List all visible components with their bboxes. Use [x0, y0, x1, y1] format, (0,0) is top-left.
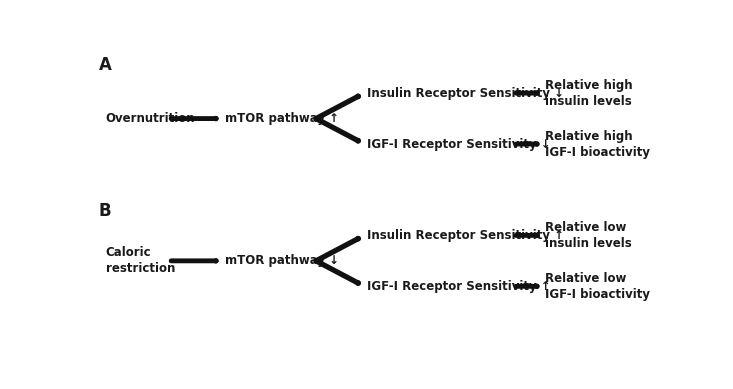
Text: Insulin Receptor Sensitivity ↓: Insulin Receptor Sensitivity ↓ [367, 87, 564, 100]
Text: IGF-I Receptor Sensitivity ↓: IGF-I Receptor Sensitivity ↓ [367, 138, 550, 151]
Text: Relative low
IGF-I bioactivity: Relative low IGF-I bioactivity [545, 272, 650, 301]
Text: Caloric
restriction: Caloric restriction [106, 246, 175, 275]
Text: A: A [98, 56, 111, 74]
Text: Insulin Receptor Sensitivity ↑: Insulin Receptor Sensitivity ↑ [367, 229, 564, 242]
Text: mTOR pathway ↓: mTOR pathway ↓ [225, 254, 339, 267]
Text: Relative high
insulin levels: Relative high insulin levels [545, 79, 633, 108]
Text: IGF-I Receptor Sensitivity ↑: IGF-I Receptor Sensitivity ↑ [367, 280, 550, 293]
Text: Relative high
IGF-I bioactivity: Relative high IGF-I bioactivity [545, 130, 650, 159]
Text: B: B [98, 202, 111, 221]
Text: mTOR pathway ↑: mTOR pathway ↑ [225, 112, 339, 125]
Text: Overnutrition: Overnutrition [106, 112, 196, 125]
Text: Relative low
insulin levels: Relative low insulin levels [545, 221, 632, 250]
